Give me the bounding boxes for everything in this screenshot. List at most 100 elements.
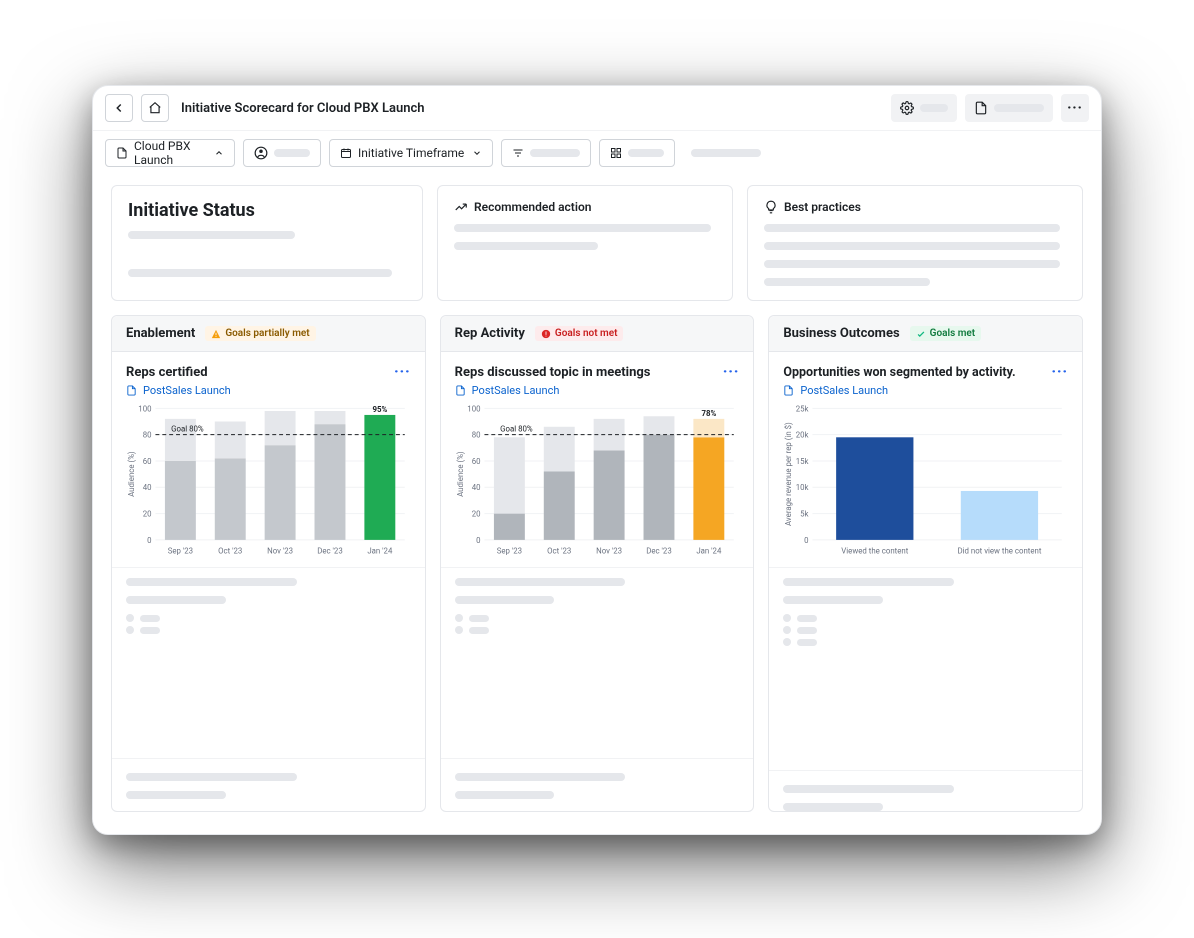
svg-text:Jan '24: Jan '24 [696, 547, 722, 556]
enablement-title: Enablement [126, 326, 195, 341]
svg-text:0: 0 [804, 536, 808, 545]
document-icon [455, 385, 466, 396]
svg-text:Goal 80%: Goal 80% [500, 425, 533, 434]
reps-certified-title: Reps certified [126, 365, 208, 380]
reps-discussed-subtitle: PostSales Launch [472, 384, 560, 397]
svg-text:Nov '23: Nov '23 [267, 547, 293, 556]
initiative-dropdown[interactable]: Cloud PBX Launch [105, 139, 235, 167]
svg-text:15k: 15k [796, 457, 809, 466]
rep-skeleton-chart [441, 638, 754, 758]
timeframe-dropdown-label: Initiative Timeframe [358, 146, 464, 160]
svg-text:Goal 80%: Goal 80% [171, 425, 204, 434]
biz-skeleton-chart [769, 650, 1082, 770]
enablement-skeleton-chart [112, 638, 425, 758]
svg-text:20: 20 [143, 510, 152, 519]
svg-text:100: 100 [138, 404, 151, 413]
svg-text:Sep '23: Sep '23 [168, 547, 193, 556]
more-menu-button[interactable]: ··· [1061, 94, 1089, 122]
recommended-action-card: Recommended action [437, 185, 733, 301]
view-toggle[interactable] [599, 139, 675, 167]
initiative-status-card: Initiative Status [111, 185, 423, 301]
enablement-placeholder-1 [112, 567, 425, 604]
settings-button[interactable] [891, 94, 957, 122]
lightbulb-icon [764, 200, 778, 214]
svg-text:0: 0 [147, 536, 151, 545]
svg-text:20k: 20k [796, 431, 809, 440]
svg-text:5k: 5k [800, 510, 808, 519]
initiative-dropdown-label: Cloud PBX Launch [134, 139, 206, 167]
svg-text:25k: 25k [796, 404, 809, 413]
reps-certified-subtitle: PostSales Launch [143, 384, 231, 397]
svg-text:Dec '23: Dec '23 [646, 547, 672, 556]
status-row: Initiative Status Recommended action Bes… [111, 185, 1083, 301]
svg-text:Did not view the content: Did not view the content [958, 547, 1042, 556]
opportunities-chart-block: Opportunities won segmented by activity.… [769, 352, 1082, 567]
svg-text:60: 60 [471, 457, 480, 466]
svg-text:Audience (%): Audience (%) [456, 451, 465, 497]
rep-activity-card: Rep Activity Goals not met Reps discusse… [440, 315, 755, 812]
reps-certified-chart-block: Reps certified ··· PostSales Launch 0 20 4… [112, 352, 425, 567]
trend-icon [454, 200, 468, 214]
svg-text:Oct '23: Oct '23 [547, 547, 571, 556]
svg-text:0: 0 [476, 536, 480, 545]
filter-placeholder [683, 149, 769, 157]
svg-text:100: 100 [467, 404, 480, 413]
enablement-placeholder-2 [112, 758, 425, 799]
document-icon [783, 385, 794, 396]
opportunities-title: Opportunities won segmented by activity. [783, 365, 1015, 380]
rep-activity-status-badge: Goals not met [535, 326, 624, 341]
topbar: Initiative Scorecard for Cloud PBX Launc… [93, 86, 1101, 131]
rep-placeholder-1 [441, 567, 754, 604]
reps-certified-chart: 0 20 40 60 80 100 Audience (%) Sep '23 Oct '23 No… [126, 401, 411, 561]
user-filter[interactable] [243, 139, 321, 167]
svg-text:Jan '24: Jan '24 [367, 547, 393, 556]
timeframe-dropdown[interactable]: Initiative Timeframe [329, 139, 493, 167]
filter-button[interactable] [501, 139, 591, 167]
reps-discussed-chart-block: Reps discussed topic in meetings ··· Pos… [441, 352, 754, 567]
svg-text:80: 80 [471, 431, 480, 440]
svg-text:Oct '23: Oct '23 [218, 547, 242, 556]
svg-text:78%: 78% [701, 409, 716, 418]
rep-activity-title: Rep Activity [455, 326, 525, 341]
biz-placeholder-1 [769, 567, 1082, 604]
business-outcomes-title: Business Outcomes [783, 326, 899, 341]
svg-text:20: 20 [471, 510, 480, 519]
document-icon [126, 385, 137, 396]
columns-row: Enablement Goals partially met Reps cert… [111, 315, 1083, 812]
export-button[interactable] [965, 94, 1053, 122]
recommended-action-title: Recommended action [474, 200, 591, 214]
enablement-card: Enablement Goals partially met Reps cert… [111, 315, 426, 812]
chart-menu-button[interactable]: ··· [394, 364, 411, 380]
filter-bar: Cloud PBX Launch Initiative Timeframe [93, 131, 1101, 175]
page-title: Initiative Scorecard for Cloud PBX Launc… [181, 101, 425, 116]
opportunities-chart: 0 5k 10k 15k 20k 25kAverage revenue per rep (… [783, 401, 1068, 561]
svg-text:40: 40 [471, 483, 480, 492]
back-button[interactable] [105, 94, 133, 122]
home-button[interactable] [141, 94, 169, 122]
business-status-badge: Goals met [910, 326, 982, 341]
chart-menu-button[interactable]: ··· [723, 364, 740, 380]
initiative-status-title: Initiative Status [128, 200, 406, 221]
app-frame: Initiative Scorecard for Cloud PBX Launc… [92, 85, 1102, 835]
rep-placeholder-2 [441, 758, 754, 799]
chart-menu-button[interactable]: ··· [1052, 364, 1069, 380]
svg-text:Average revenue per rep (in $): Average revenue per rep (in $) [784, 422, 793, 526]
reps-discussed-chart: 0 20 40 60 80 100 Audience (%) Sep '23 Oct '23 No… [455, 401, 740, 561]
svg-text:Sep '23: Sep '23 [496, 547, 521, 556]
biz-placeholder-2 [769, 770, 1082, 811]
svg-text:Audience (%): Audience (%) [127, 451, 136, 497]
svg-text:10k: 10k [796, 483, 809, 492]
svg-text:80: 80 [143, 431, 152, 440]
svg-text:Dec '23: Dec '23 [317, 547, 343, 556]
svg-text:60: 60 [143, 457, 152, 466]
best-practices-card: Best practices [747, 185, 1083, 301]
best-practices-title: Best practices [784, 200, 861, 214]
business-outcomes-card: Business Outcomes Goals met Opportunitie… [768, 315, 1083, 812]
svg-text:Viewed the content: Viewed the content [842, 547, 909, 556]
reps-discussed-title: Reps discussed topic in meetings [455, 365, 651, 380]
svg-text:Nov '23: Nov '23 [596, 547, 622, 556]
enablement-status-badge: Goals partially met [205, 326, 315, 341]
main-content: Initiative Status Recommended action Bes… [93, 175, 1101, 834]
svg-text:40: 40 [143, 483, 152, 492]
svg-text:95%: 95% [372, 405, 387, 414]
